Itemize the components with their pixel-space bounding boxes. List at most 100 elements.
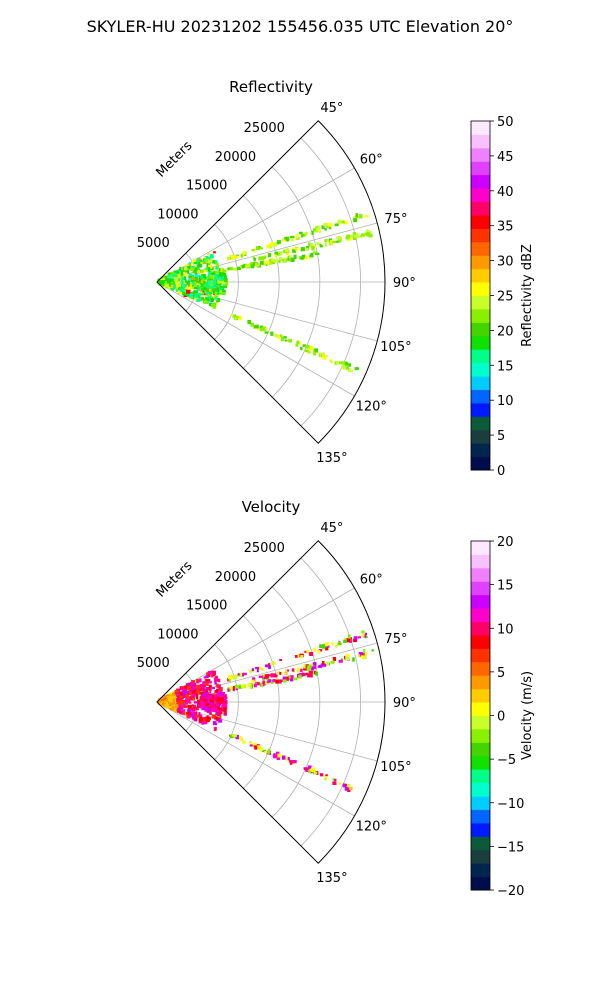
radar-gate [206,290,211,295]
radar-gate [321,352,325,356]
radar-gate [231,734,235,737]
radar-gate [268,261,273,266]
colorbar-tick-label: 5 [497,666,505,681]
radar-gate [189,691,194,696]
radar-gate [279,679,283,683]
colorbar-swatch [471,402,490,417]
radar-gate [282,676,286,681]
radar-gate [192,681,195,684]
radar-gate [250,684,254,689]
radar-gate [203,280,206,286]
radar-gate [311,665,317,670]
radar-gate [321,225,325,230]
colorbar-swatch [471,648,490,663]
radar-gate [168,697,173,701]
radar-gate [215,702,219,706]
radar-gate [194,280,197,285]
range-tick-label: 20000 [215,570,256,585]
radar-gate [281,755,286,760]
radar-gate [315,671,319,676]
radar-gate [179,697,183,702]
radar-gate [206,672,211,676]
radar-gate [206,695,211,699]
radar-gate [168,282,172,287]
radar-gate [365,229,369,234]
radar-gate [184,293,190,296]
radar-gate [219,715,222,719]
radar-gate [336,236,340,240]
radar-gate [221,281,226,285]
radar-gate [205,675,209,679]
radar-gate [304,231,308,235]
radar-gate [308,673,313,678]
range-tick-label: 15000 [186,599,227,614]
radar-gate [176,696,181,701]
radar-gate [270,331,274,336]
radar-gate [256,682,260,686]
radar-gate [232,675,238,680]
radar-gate [198,263,202,268]
radar-gate [248,682,252,686]
colorbar-swatch [471,456,490,471]
radar-gate [212,283,217,288]
radar-gate [259,261,264,265]
radar-gate [357,235,360,238]
radar-gate [241,684,245,688]
radar-gate [178,277,181,281]
radar-gate [262,256,267,260]
radar-gate [313,227,316,232]
radar-gate [272,679,276,683]
radar-gate [291,237,294,242]
azimuth-gridline [156,281,355,397]
radar-gate [207,705,213,710]
radar-gate [229,686,233,690]
radar-gate [309,652,314,657]
radar-gate [188,277,192,282]
radar-gate [324,227,327,231]
radar-gate [205,682,209,686]
radar-gate [271,258,274,263]
azimuth-tick-label: 90° [393,696,416,711]
radar-gate [319,773,324,777]
radar-gate [183,276,187,281]
range-tick-label: 5000 [137,236,170,251]
colorbar-tick-label: 50 [497,115,514,130]
radar-gate [332,656,337,662]
radar-gate [217,282,222,286]
radar-gate [217,707,222,710]
radar-gate [218,272,222,277]
azimuth-tick-label: 75° [384,632,407,647]
radar-gate [354,216,358,221]
radar-gate [311,663,315,667]
radar-gate [316,771,319,775]
radar-gate [346,363,352,367]
radar-gate [332,781,337,786]
colorbar: −20 −15 −10 −5 0 5 10 15 20 Velocity (m/s) [470,535,535,899]
radar-gate [250,322,255,327]
colorbar-tick-label: 15 [497,359,514,374]
radar-gate [270,262,275,265]
radar-gate [210,257,213,262]
radar-gate [198,699,201,704]
radar-gate [208,259,211,264]
colorbar-tick-label: −5 [497,753,516,768]
azimuth-tick-label: 45° [320,521,343,536]
radar-gate [285,756,288,761]
radar-gate [216,711,221,715]
azimuth-tick-label: 120° [356,400,387,415]
radar-gate [197,258,202,261]
radar-gate [203,286,207,291]
radar-gate [178,710,182,714]
radar-gate [267,674,271,677]
radar-gate [317,242,321,246]
radar-gate [328,225,332,230]
radar-gate [274,251,279,256]
radar-gate [366,232,370,237]
radar-gate [187,709,191,712]
radar-gate [221,289,226,293]
radar-gate [204,259,209,262]
radar-gate [258,675,263,679]
radar-gate [341,658,344,661]
radar-gate [319,353,322,358]
radar-gate [205,297,210,302]
